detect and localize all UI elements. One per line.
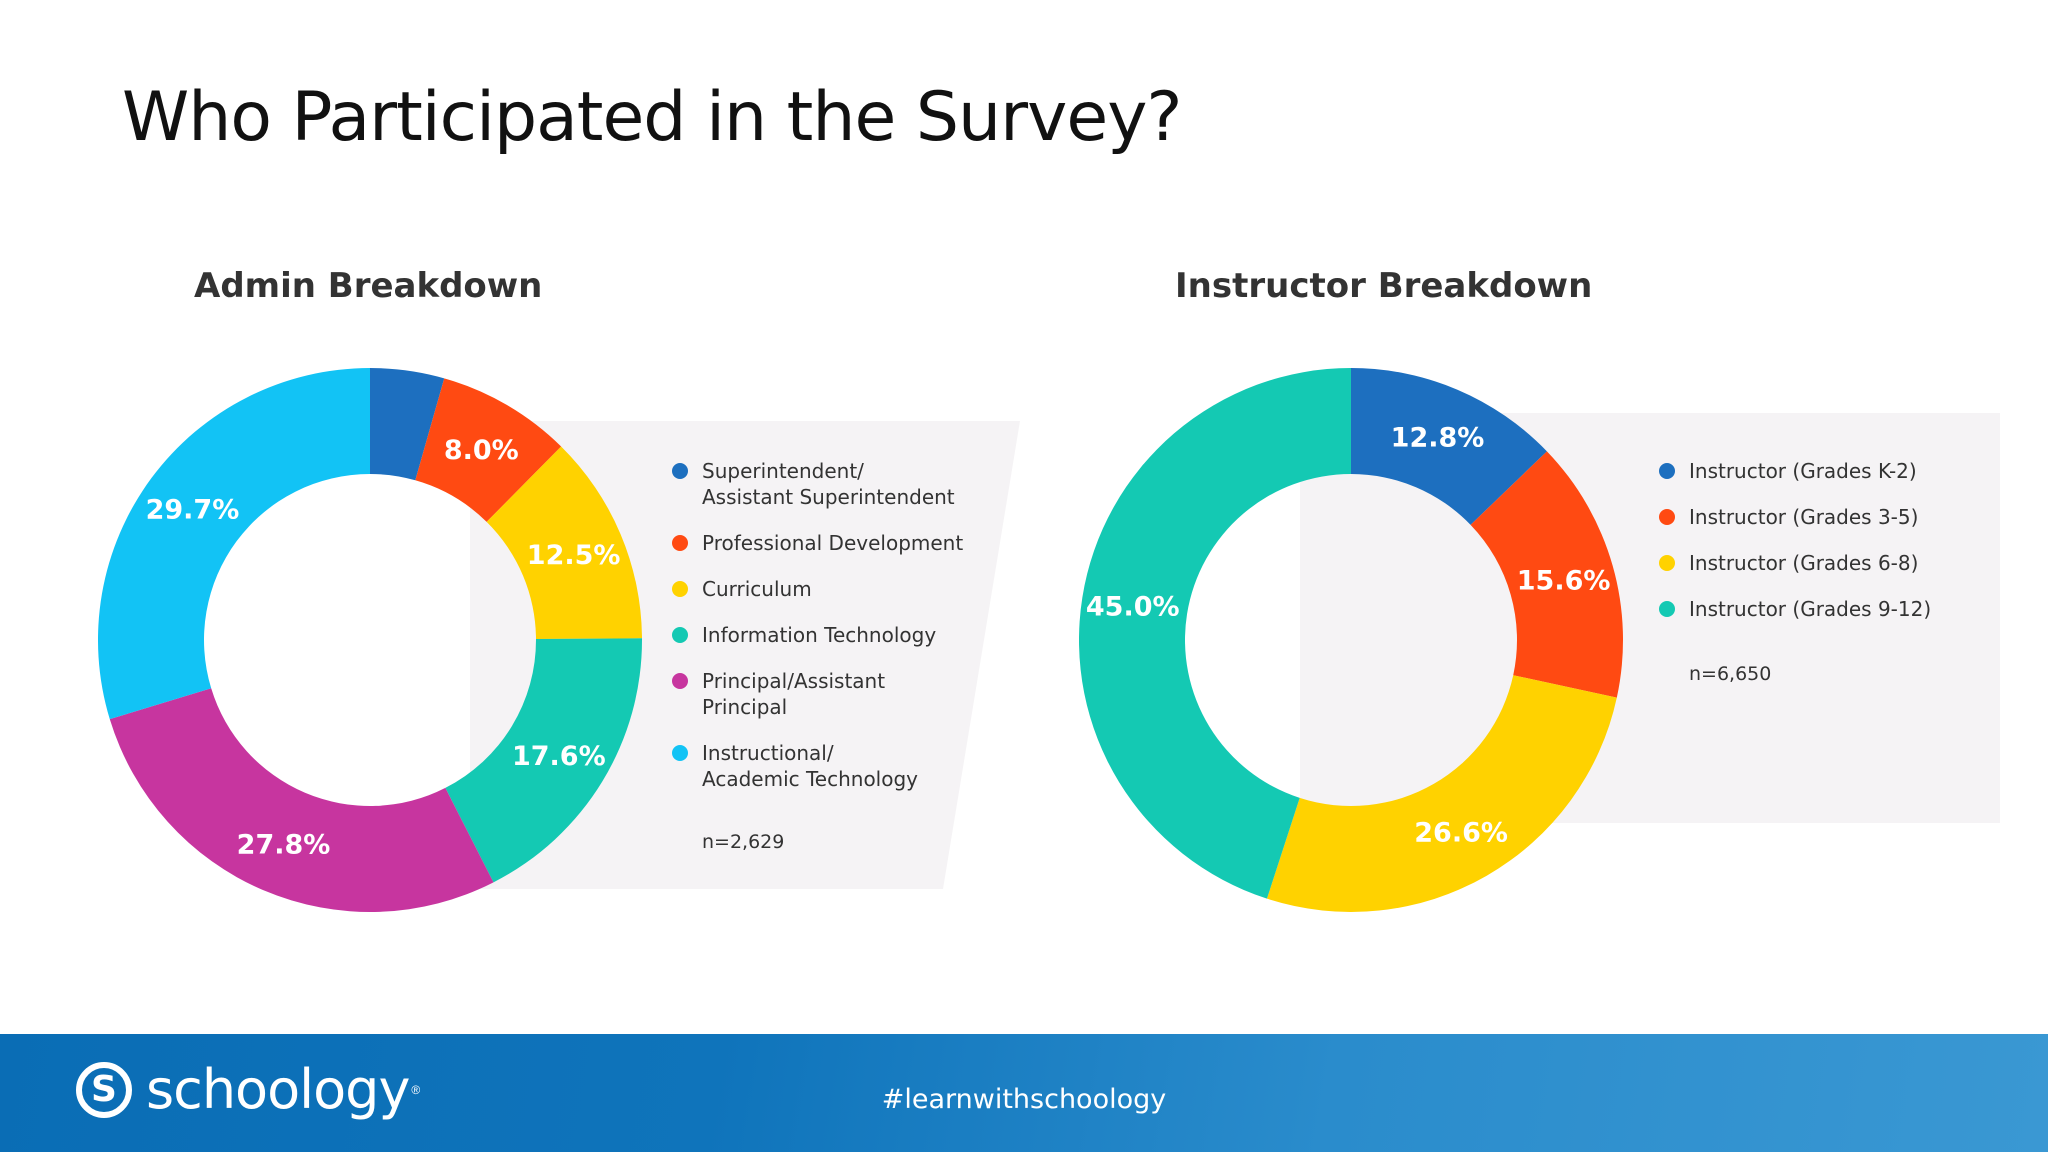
admin-legend-label-3: Information Technology xyxy=(702,623,937,647)
schoology-logo-icon: S xyxy=(76,1061,132,1118)
slide-title: Who Participated in the Survey? xyxy=(122,78,1183,157)
admin-legend: n=2,629 Superintendent/Assistant Superin… xyxy=(672,458,992,858)
footer-bar: S schoology ® #learnwithschoology xyxy=(0,1034,2048,1152)
admin-legend-item-3: Information Technology xyxy=(672,622,936,648)
instructor-legend-item-0: Instructor (Grades K-2) xyxy=(1659,458,1917,484)
admin-legend-label-0: Superintendent/Assistant Superintendent xyxy=(702,459,955,509)
admin-legend-item-4: Principal/Assistant Principal xyxy=(672,668,885,720)
instructor-legend-label-1: Instructor (Grades 3-5) xyxy=(1689,505,1919,529)
admin-legend-swatch-0 xyxy=(672,463,688,479)
instructor-legend-swatch-2 xyxy=(1659,555,1675,571)
admin-slice-1 xyxy=(415,378,562,522)
instructor-legend-swatch-0 xyxy=(1659,463,1675,479)
admin-legend-item-1: Professional Development xyxy=(672,530,963,556)
instructor-legend-label-0: Instructor (Grades K-2) xyxy=(1689,459,1917,483)
instructor-legend-item-2: Instructor (Grades 6-8) xyxy=(1659,550,1918,576)
instructor-legend-item-3: Instructor (Grades 9-12) xyxy=(1659,596,1931,622)
admin-data-label-2: 12.5% xyxy=(527,540,621,571)
admin-slice-5 xyxy=(98,368,370,720)
instructor-data-label-1: 15.6% xyxy=(1517,566,1611,597)
instructor-legend: n=6,650 Instructor (Grades K-2) Instructo… xyxy=(1659,458,1979,718)
instructor-sample-size: n=6,650 xyxy=(1689,663,1772,685)
admin-legend-swatch-3 xyxy=(672,627,688,643)
instructor-slice-0 xyxy=(1351,368,1547,525)
admin-legend-label-5: Instructional/Academic Technology xyxy=(702,741,919,791)
admin-legend-label-1: Professional Development xyxy=(702,531,964,555)
instructor-legend-label-3: Instructor (Grades 9-12) xyxy=(1689,597,1932,621)
admin-data-label-5: 29.7% xyxy=(146,494,240,525)
footer-hashtag: #learnwithschoology xyxy=(881,1084,1167,1115)
instructor-legend-item-1: Instructor (Grades 3-5) xyxy=(1659,504,1918,530)
admin-legend-label-2: Curriculum xyxy=(702,577,812,601)
admin-sample-size: n=2,629 xyxy=(702,831,785,853)
schoology-logo-text: schoology xyxy=(146,1058,410,1121)
instructor-slice-1 xyxy=(1470,451,1623,698)
instructor-legend-swatch-3 xyxy=(1659,601,1675,617)
instructor-legend-swatch-1 xyxy=(1659,509,1675,525)
admin-legend-swatch-4 xyxy=(672,673,688,689)
admin-legend-label-4: Principal/Assistant Principal xyxy=(702,669,886,719)
instructor-slice-2 xyxy=(1266,675,1617,912)
instructor-data-label-2: 26.6% xyxy=(1414,818,1508,849)
admin-legend-item-2: Curriculum xyxy=(672,576,812,602)
admin-chart-title: Admin Breakdown xyxy=(194,266,543,306)
admin-slice-4 xyxy=(109,688,494,912)
donut-charts: 8.0% 12.5% 17.6% 27.8% 29.7% 12.8% 15.6% 26.6% 4… xyxy=(98,368,1623,912)
admin-legend-swatch-2 xyxy=(672,581,688,597)
admin-slice-3 xyxy=(445,638,642,883)
registered-mark: ® xyxy=(411,1082,421,1097)
admin-legend-item-0: Superintendent/Assistant Superintendent xyxy=(672,458,955,510)
instructor-slice-3 xyxy=(1078,368,1351,899)
instructor-chart-title: Instructor Breakdown xyxy=(1175,266,1593,306)
schoology-logo[interactable]: S schoology ® xyxy=(76,1058,420,1121)
admin-legend-item-5: Instructional/Academic Technology xyxy=(672,740,918,792)
admin-data-label-1: 8.0% xyxy=(444,435,519,466)
admin-legend-swatch-1 xyxy=(672,535,688,551)
instructor-legend-label-2: Instructor (Grades 6-8) xyxy=(1689,551,1919,575)
admin-data-label-3: 17.6% xyxy=(512,741,606,772)
instructor-data-label-3: 45.0% xyxy=(1086,591,1180,622)
admin-slice-0 xyxy=(370,368,445,481)
admin-slice-2 xyxy=(486,446,642,639)
admin-legend-swatch-5 xyxy=(672,745,688,761)
instructor-data-label-0: 12.8% xyxy=(1391,423,1485,454)
admin-data-label-4: 27.8% xyxy=(237,829,331,860)
